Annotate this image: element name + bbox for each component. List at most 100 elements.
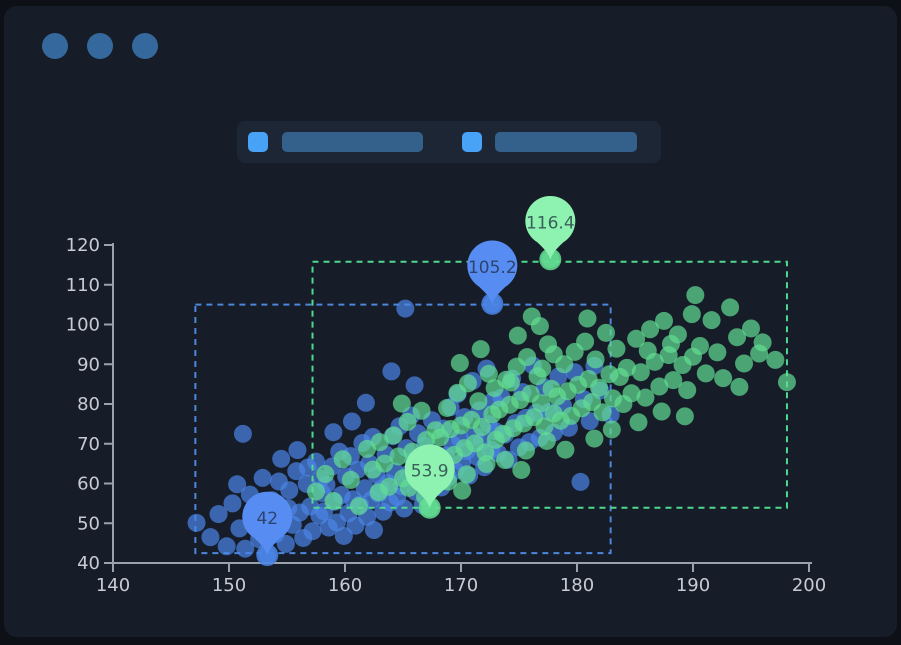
scatter-point-series-green[interactable] [389,447,408,466]
scatter-point-series-green[interactable] [708,343,727,362]
scatter-point-series-green[interactable] [686,286,705,305]
scatter-point-series-blue[interactable] [236,539,255,558]
scatter-point-series-blue[interactable] [298,458,317,477]
scatter-point-series-green[interactable] [627,329,646,348]
scatter-point-series-green[interactable] [690,336,709,355]
scatter-point-series-green[interactable] [458,374,477,393]
scatter-point-series-green[interactable] [777,373,796,392]
scatter-point-series-blue[interactable] [233,424,252,443]
scatter-point-series-green[interactable] [586,350,605,369]
scatter-point-series-green[interactable] [316,464,335,483]
scatter-point-series-green[interactable] [556,440,575,459]
scatter-point-series-green[interactable] [516,441,535,460]
scatter-point-series-blue[interactable] [303,522,322,541]
scatter-point-series-blue[interactable] [365,521,383,540]
scatter-point-series-green[interactable] [602,420,621,439]
scatter-point-series-green[interactable] [412,401,431,420]
scatter-point-series-green[interactable] [477,455,496,474]
scatter-point-series-green[interactable] [307,482,325,501]
scatter-point-series-green[interactable] [341,470,360,489]
scatter-point-series-green[interactable] [702,311,721,330]
scatter-point-series-green[interactable] [730,377,749,396]
scatter-point-series-green[interactable] [631,363,650,382]
scatter-point-series-blue[interactable] [217,537,236,556]
scatter-point-series-green[interactable] [457,465,476,484]
scatter-point-series-green[interactable] [675,407,694,426]
scatter-point-series-green[interactable] [714,369,733,388]
mark-point-pin-series-blue[interactable] [467,240,518,304]
scatter-point-series-blue[interactable] [209,505,228,524]
scatter-point-series-blue[interactable] [334,526,353,545]
scatter-point-series-green[interactable] [576,332,595,351]
scatter-point-series-green[interactable] [333,450,352,469]
scatter-point-series-green[interactable] [398,412,417,431]
scatter-point-series-green[interactable] [453,481,472,500]
scatter-point-series-green[interactable] [496,451,515,470]
scatter-point-series-green[interactable] [597,323,615,342]
scatter-point-series-green[interactable] [518,348,537,367]
scatter-point-series-green[interactable] [607,339,626,358]
scatter-point-series-blue[interactable] [228,475,247,494]
scatter-point-series-green[interactable] [469,392,488,411]
scatter-point-series-green[interactable] [392,394,411,413]
scatter-point-series-green[interactable] [380,477,399,496]
mark-point-pin-series-green[interactable] [404,444,455,508]
scatter-point-series-green[interactable] [682,305,701,324]
scatter-point-series-green[interactable] [349,497,368,516]
scatter-point-series-green[interactable] [735,354,754,373]
scatter-point-series-blue[interactable] [405,376,424,395]
window-control-dot-2[interactable] [87,33,113,59]
scatter-point-series-blue[interactable] [223,494,242,513]
scatter-point-series-green[interactable] [652,402,671,421]
scatter-point-series-green[interactable] [622,384,641,403]
scatter-point-series-green[interactable] [508,326,527,345]
scatter-point-series-green[interactable] [593,403,612,422]
scatter-point-series-blue[interactable] [288,441,307,460]
scatter-point-series-green[interactable] [535,417,554,436]
scatter-point-series-blue[interactable] [280,481,299,500]
scatter-point-series-green[interactable] [753,333,772,352]
scatter-point-series-green[interactable] [728,328,747,347]
scatter-point-series-green[interactable] [721,298,740,317]
scatter-point-series-green[interactable] [655,311,673,330]
scatter-point-series-green[interactable] [590,378,609,397]
scatter-point-series-green[interactable] [370,433,389,452]
legend-item-series-1[interactable] [248,132,423,152]
scatter-point-series-green[interactable] [471,340,490,359]
scatter-point-series-green[interactable] [324,491,343,510]
scatter-point-series-blue[interactable] [356,393,375,412]
scatter-point-series-green[interactable] [375,454,394,473]
scatter-point-series-blue[interactable] [396,299,415,318]
scatter-point-series-green[interactable] [555,355,574,374]
mark-point-pin-series-blue[interactable] [242,491,293,556]
scatter-point-series-blue[interactable] [201,528,220,547]
window-control-dot-1[interactable] [42,33,68,59]
scatter-point-series-green[interactable] [479,364,498,383]
window-control-dot-3[interactable] [132,33,158,59]
scatter-point-series-green[interactable] [384,426,403,445]
scatter-point-series-green[interactable] [532,394,551,413]
scatter-point-series-green[interactable] [617,358,636,377]
scatter-point-series-green[interactable] [472,418,491,437]
scatter-point-series-green[interactable] [450,354,469,373]
scatter-point-series-green[interactable] [533,359,552,378]
scatter-point-series-green[interactable] [512,460,531,479]
scatter-point-series-blue[interactable] [253,468,272,487]
scatter-point-series-green[interactable] [661,334,680,353]
scatter-point-series-green[interactable] [678,381,697,400]
scatter-point-series-blue[interactable] [272,449,291,468]
scatter-point-series-green[interactable] [636,388,655,407]
scatter-point-series-green[interactable] [650,377,669,396]
scatter-point-series-green[interactable] [766,350,785,369]
scatter-point-series-green[interactable] [641,320,660,339]
scatter-point-series-green[interactable] [696,364,715,383]
scatter-point-series-green[interactable] [664,371,683,390]
scatter-point-series-green[interactable] [522,307,541,326]
scatter-point-series-blue[interactable] [276,534,295,553]
scatter-point-series-green[interactable] [501,373,520,392]
scatter-point-series-blue[interactable] [382,362,401,381]
scatter-point-series-blue[interactable] [324,423,343,442]
scatter-point-series-green[interactable] [585,429,604,448]
scatter-point-series-blue[interactable] [571,472,590,491]
scatter-point-series-green[interactable] [537,431,556,450]
